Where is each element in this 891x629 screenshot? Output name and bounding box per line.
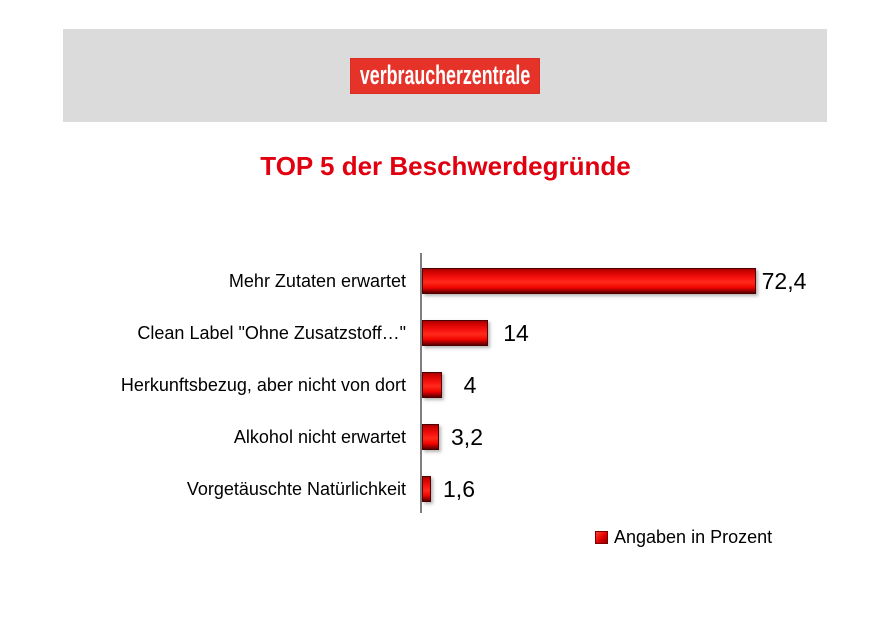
bar-row: Mehr Zutaten erwartet 72,4 [0, 268, 891, 294]
chart-title: TOP 5 der Beschwerdegründe [260, 151, 631, 181]
logo-text: verbraucherzentrale [359, 60, 531, 90]
bar [422, 476, 431, 502]
category-label: Clean Label "Ohne Zusatzstoff…" [137, 323, 406, 343]
value-label: 72,4 [761, 268, 807, 294]
category-label: Alkohol nicht erwartet [233, 427, 406, 447]
legend-marker-icon [595, 531, 608, 544]
y-axis-line [420, 253, 422, 513]
header-band: verbraucherzentrale [63, 29, 827, 122]
value-label: 1,6 [443, 476, 475, 502]
category-label: Vorgetäuschte Natürlichkeit [186, 479, 406, 499]
category-label: Mehr Zutaten erwartet [228, 271, 406, 291]
verbraucherzentrale-logo: verbraucherzentrale [350, 57, 540, 94]
value-label: 14 [503, 320, 529, 346]
legend: Angaben in Prozent [595, 527, 772, 548]
bar [422, 268, 756, 294]
bar-row: Alkohol nicht erwartet 3,2 [0, 424, 891, 450]
bar [422, 372, 442, 398]
bar [422, 424, 439, 450]
value-label: 4 [463, 372, 477, 398]
value-label: 3,2 [451, 424, 483, 450]
bar-row: Clean Label "Ohne Zusatzstoff…" 14 [0, 320, 891, 346]
bar-row: Vorgetäuschte Natürlichkeit 1,6 [0, 476, 891, 502]
legend-label: Angaben in Prozent [614, 527, 773, 547]
bar-row: Herkunftsbezug, aber nicht von dort 4 [0, 372, 891, 398]
category-label: Herkunftsbezug, aber nicht von dort [120, 375, 406, 395]
bar [422, 320, 488, 346]
bar-chart: Mehr Zutaten erwartet 72,4 Clean Label "… [0, 253, 891, 513]
